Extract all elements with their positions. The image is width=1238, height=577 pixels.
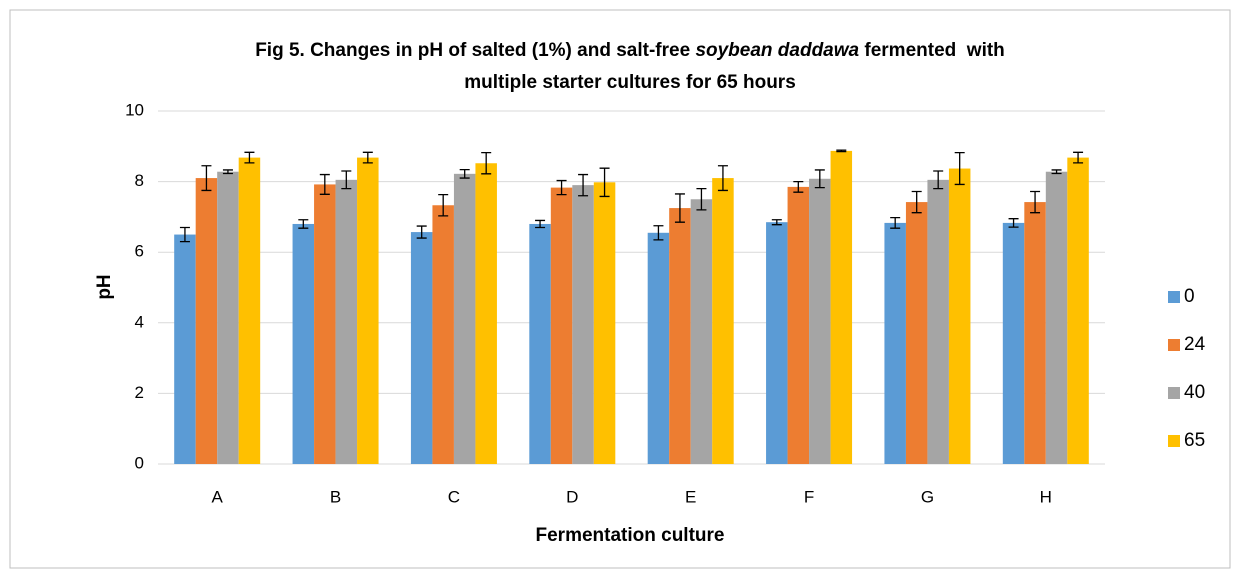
y-axis-label: pH bbox=[94, 274, 115, 299]
x-tick-label: H bbox=[1040, 487, 1052, 506]
bar bbox=[410, 232, 433, 464]
error-bar bbox=[298, 219, 309, 229]
bar bbox=[647, 232, 670, 464]
error-bar bbox=[535, 219, 546, 229]
error-bar bbox=[481, 152, 492, 175]
bar bbox=[669, 208, 691, 464]
bar bbox=[905, 202, 928, 464]
legend-label: 24 bbox=[1184, 334, 1206, 355]
error-bar bbox=[319, 173, 330, 195]
chart-title: Fig 5. Changes in pH of salted (1%) and … bbox=[255, 40, 1005, 61]
legend-swatch bbox=[1168, 291, 1180, 303]
bar bbox=[948, 168, 971, 464]
legend-swatch bbox=[1168, 387, 1180, 399]
error-bar bbox=[814, 169, 825, 189]
legend-label: 0 bbox=[1184, 286, 1195, 307]
x-tick-label: D bbox=[566, 487, 578, 506]
bar bbox=[712, 178, 734, 464]
x-tick-label: B bbox=[330, 487, 341, 506]
error-bar bbox=[222, 169, 233, 175]
bar bbox=[787, 186, 810, 464]
legend-swatch bbox=[1168, 339, 1180, 351]
error-bar bbox=[556, 179, 567, 196]
title-part: Fig 5. Changes in pH of salted (1%) and … bbox=[255, 40, 695, 61]
legend-label: 40 bbox=[1184, 382, 1205, 403]
y-tick-label: 4 bbox=[135, 312, 144, 331]
legend-swatch bbox=[1168, 435, 1180, 447]
bar bbox=[174, 234, 196, 464]
error-bar bbox=[717, 165, 728, 192]
bar bbox=[475, 163, 497, 464]
error-bar bbox=[578, 173, 589, 197]
bar bbox=[1045, 171, 1068, 464]
y-tick-label: 10 bbox=[125, 100, 144, 119]
error-bar bbox=[653, 225, 664, 241]
bar bbox=[357, 157, 379, 464]
bar bbox=[550, 187, 573, 464]
x-tick-label: C bbox=[448, 487, 460, 506]
x-tick-label: E bbox=[685, 487, 696, 506]
y-tick-label: 6 bbox=[135, 242, 144, 261]
y-tick-label: 0 bbox=[135, 453, 144, 472]
error-bar bbox=[1008, 218, 1019, 228]
bar bbox=[195, 178, 218, 464]
bar bbox=[292, 223, 315, 464]
error-bar bbox=[696, 188, 707, 211]
error-bar bbox=[179, 226, 190, 243]
error-bar bbox=[416, 225, 427, 239]
bar bbox=[217, 171, 239, 464]
error-bar bbox=[890, 216, 901, 229]
error-bar bbox=[201, 165, 212, 192]
bar bbox=[830, 150, 853, 464]
error-bar bbox=[1073, 151, 1084, 164]
error-bar bbox=[459, 168, 470, 179]
bar bbox=[766, 222, 788, 464]
x-tick-label: G bbox=[921, 487, 934, 506]
error-bar bbox=[836, 149, 847, 153]
bar bbox=[1002, 222, 1025, 464]
legend-label: 65 bbox=[1184, 430, 1205, 451]
x-axis-label: Fermentation culture bbox=[536, 525, 725, 546]
bar bbox=[335, 179, 358, 464]
bar bbox=[927, 179, 949, 464]
error-bar bbox=[244, 151, 255, 164]
bar bbox=[809, 178, 831, 464]
bar bbox=[314, 184, 336, 464]
x-tick-label: F bbox=[804, 487, 814, 506]
bar bbox=[432, 205, 454, 464]
error-bar bbox=[674, 193, 685, 223]
error-bar bbox=[911, 190, 922, 214]
bar bbox=[453, 173, 476, 465]
error-bar bbox=[438, 194, 449, 217]
error-bar bbox=[771, 219, 782, 226]
error-bar bbox=[1030, 190, 1041, 214]
error-bar bbox=[933, 170, 944, 190]
error-bar bbox=[341, 170, 352, 190]
y-tick-label: 2 bbox=[135, 383, 144, 402]
error-bar bbox=[1051, 169, 1062, 175]
bar bbox=[529, 223, 551, 464]
bar bbox=[1024, 202, 1046, 464]
error-bar bbox=[954, 152, 965, 186]
bar bbox=[690, 199, 713, 464]
chart-title: multiple starter cultures for 65 hours bbox=[464, 72, 796, 93]
bar bbox=[884, 222, 906, 464]
error-bar bbox=[599, 167, 610, 198]
error-bar bbox=[362, 151, 373, 164]
title-part: soybean daddawa bbox=[695, 40, 859, 61]
bar bbox=[238, 157, 261, 464]
x-tick-label: A bbox=[212, 487, 224, 506]
bar bbox=[593, 182, 616, 464]
bar bbox=[1067, 157, 1089, 464]
bar bbox=[572, 185, 594, 464]
error-bar bbox=[793, 180, 804, 193]
title-part: fermented with bbox=[859, 40, 1005, 61]
y-tick-label: 8 bbox=[135, 171, 144, 190]
